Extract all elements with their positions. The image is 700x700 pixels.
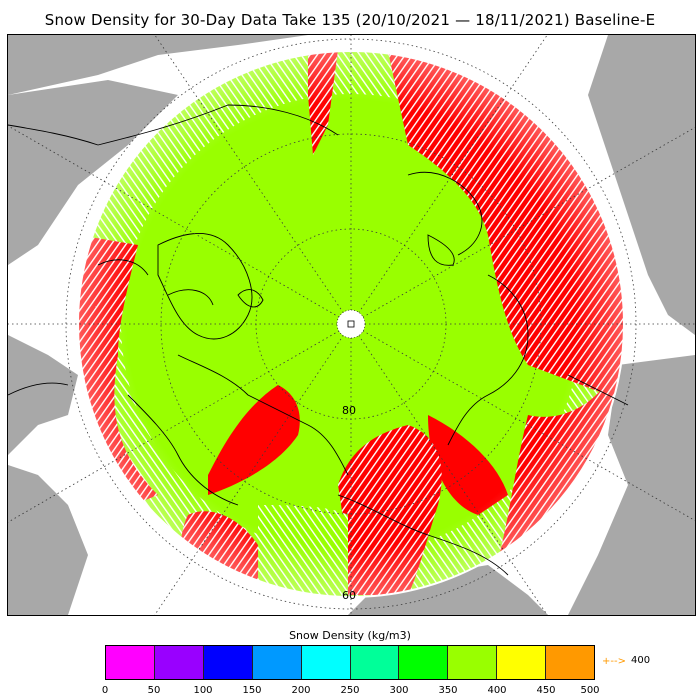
colorbar-bin-1 xyxy=(154,646,204,679)
graticule xyxy=(8,35,695,615)
colorbar-ticks: 0 50 100 150 200 250 300 350 400 450 500 xyxy=(101,685,600,699)
lat-label-60: 60 xyxy=(342,589,356,602)
tick-label: 0 xyxy=(101,685,109,696)
colorbar-bin-9 xyxy=(546,646,595,679)
tick-label: 250 xyxy=(340,685,360,696)
colorbar-bin-6 xyxy=(399,646,449,679)
out-of-range-arrow-icon: +--> xyxy=(602,656,626,667)
map-canvas xyxy=(8,35,695,615)
colorbar-bin-0 xyxy=(106,646,155,679)
land-background xyxy=(8,35,695,615)
colorbar-bin-3 xyxy=(252,646,302,679)
out-of-range-indicator: +--> 400 xyxy=(602,655,682,669)
tick-label: 200 xyxy=(291,685,311,696)
tick-label: 500 xyxy=(580,685,600,696)
tick-label: 350 xyxy=(438,685,458,696)
colorbar xyxy=(105,645,595,680)
polar-map: 80 60 xyxy=(7,34,696,616)
tick-label: 400 xyxy=(487,685,507,696)
tick-label: 450 xyxy=(536,685,556,696)
colorbar-bin-2 xyxy=(203,646,253,679)
tick-label: 150 xyxy=(242,685,262,696)
legend-title: Snow Density (kg/m3) xyxy=(289,629,411,642)
lat-label-80: 80 xyxy=(342,404,356,417)
tick-label: 100 xyxy=(193,685,213,696)
colorbar-bin-4 xyxy=(301,646,351,679)
coastlines xyxy=(8,104,629,576)
colorbar-bin-8 xyxy=(497,646,547,679)
tick-label: 50 xyxy=(147,685,161,696)
colorbar-bin-7 xyxy=(448,646,498,679)
out-of-range-value: 400 xyxy=(631,655,651,666)
pole-hole xyxy=(336,309,366,339)
map-title: Snow Density for 30-Day Data Take 135 (2… xyxy=(44,11,656,29)
colorbar-bin-5 xyxy=(350,646,400,679)
tick-label: 300 xyxy=(389,685,409,696)
